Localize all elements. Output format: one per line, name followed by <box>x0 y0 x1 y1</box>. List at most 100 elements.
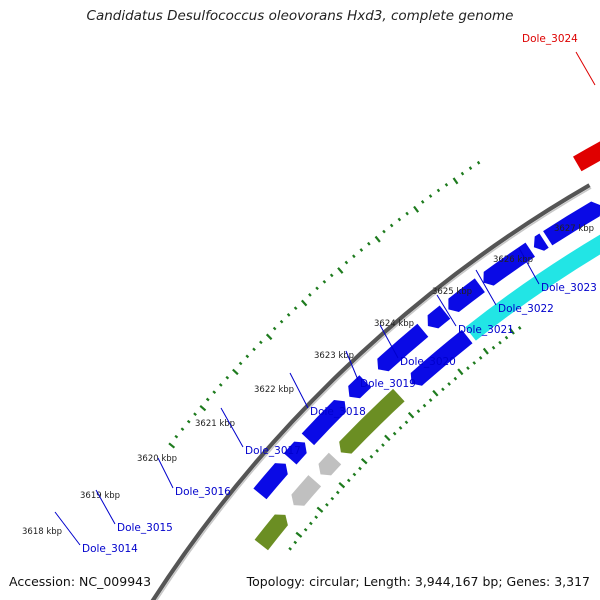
outer-tick <box>344 260 349 265</box>
inner-tick <box>325 502 329 507</box>
scale-label: 3621 kbp <box>195 419 235 429</box>
inner-tick <box>517 326 522 330</box>
inner-tick <box>453 376 458 381</box>
inner-tick <box>369 454 374 459</box>
outer-tick <box>397 217 402 222</box>
inner-tick <box>478 355 483 360</box>
label-leader-line <box>54 511 81 546</box>
inner-tick <box>416 409 421 413</box>
gene-label[interactable]: Dole_3023 <box>541 282 597 294</box>
gene-feature[interactable] <box>254 514 288 551</box>
inner-tick <box>404 420 409 425</box>
label-leader-line <box>157 457 174 489</box>
outer-tick <box>212 390 217 395</box>
inner-tick <box>384 434 391 442</box>
inner-tick <box>314 515 319 520</box>
inner-tick <box>491 345 496 350</box>
gene-feature[interactable] <box>377 323 429 372</box>
inner-tick <box>352 472 357 477</box>
outer-tick <box>389 223 394 228</box>
genome-summary: Topology: circular; Length: 3,944,167 bp… <box>246 574 590 589</box>
label-leader-line <box>95 489 116 525</box>
gene-feature[interactable] <box>318 452 342 476</box>
backbone-line <box>150 183 591 600</box>
gene-label[interactable]: Dole_3016 <box>175 486 231 498</box>
outer-tick <box>168 442 176 449</box>
inner-tick <box>498 340 502 345</box>
outer-tick <box>252 347 256 352</box>
scale-label: 3626 kbp <box>493 255 533 265</box>
gene-feature[interactable] <box>533 233 549 251</box>
outer-tick <box>374 235 381 243</box>
outer-tick <box>186 419 191 424</box>
outer-tick <box>180 427 185 431</box>
outer-tick <box>232 368 239 376</box>
label-leader-line <box>220 407 244 448</box>
outer-tick <box>382 229 386 234</box>
gene-label[interactable]: Dole_3021 <box>458 324 514 336</box>
inner-tick <box>392 431 397 436</box>
gene-feature[interactable] <box>427 305 451 329</box>
gene-label[interactable]: Dole_3015 <box>117 522 173 534</box>
gene-feature[interactable] <box>301 400 346 446</box>
backbone <box>150 183 592 600</box>
gene-label[interactable]: Dole_3022 <box>498 303 554 315</box>
outer-tick <box>205 397 210 402</box>
gene-feature[interactable] <box>348 375 372 399</box>
gene-label[interactable]: Dole_3017 <box>245 445 301 457</box>
gene-labels: Dole_3014 Dole_3015 Dole_3016 Dole_3017 Dole… <box>54 33 597 555</box>
outer-tick <box>444 182 449 187</box>
outer-tick <box>286 313 291 317</box>
inner-tick <box>335 490 340 495</box>
gene-feature[interactable] <box>253 463 288 500</box>
genome-title: Candidatus Desulfococcus oleovorans Hxd3… <box>86 8 514 24</box>
gene-feature[interactable] <box>410 329 473 386</box>
outer-tick <box>238 361 243 366</box>
inner-tick <box>447 382 451 386</box>
inner-tick <box>482 347 489 355</box>
label-leader-line <box>518 247 540 285</box>
label-leader-line <box>475 269 497 306</box>
label-leader-line <box>345 350 359 381</box>
scale-labels: 3618 kbp 3619 kbp 3620 kbp 3621 kbp 3622 kbp… <box>22 224 594 537</box>
outer-tick <box>225 375 230 380</box>
label-leader-line <box>379 324 399 359</box>
gene-feature[interactable] <box>291 475 322 506</box>
inner-tick <box>375 449 379 453</box>
outer-tick <box>452 177 459 185</box>
inner-tick <box>422 403 427 408</box>
outer-tick <box>468 166 473 170</box>
gene-label[interactable]: Dole_3020 <box>400 356 456 368</box>
outer-tick <box>218 383 223 387</box>
inner-tick <box>303 527 308 532</box>
gene-feature[interactable] <box>543 201 600 246</box>
scale-label: 3618 kbp <box>22 527 62 537</box>
gene-label[interactable]: Dole_3018 <box>310 406 366 418</box>
outer-tick <box>193 412 197 417</box>
gene-feature[interactable] <box>465 230 600 341</box>
outer-tick <box>367 241 371 246</box>
outer-tick <box>359 248 364 252</box>
outer-tick <box>436 188 441 193</box>
gene-label[interactable]: Dole_3014 <box>82 543 138 555</box>
outer-tick <box>420 200 425 204</box>
gene-label[interactable]: Dole_3024 <box>522 33 578 45</box>
outer-tick <box>279 319 284 324</box>
gene-label[interactable]: Dole_3019 <box>360 378 416 390</box>
outer-tick <box>322 279 327 284</box>
gene-feature[interactable] <box>448 278 485 312</box>
gene-feature[interactable] <box>573 129 600 172</box>
inner-tick <box>316 506 324 513</box>
outer-tick <box>428 194 433 198</box>
inner-tick <box>288 547 292 551</box>
gene-feature[interactable] <box>283 441 307 465</box>
gene-feature[interactable] <box>339 388 405 454</box>
inner-tick <box>457 368 464 376</box>
inner-tick <box>441 387 445 392</box>
outer-tick <box>245 354 250 359</box>
inner-tick <box>466 366 470 371</box>
inner-tick <box>338 481 346 489</box>
inner-tick <box>407 411 415 419</box>
